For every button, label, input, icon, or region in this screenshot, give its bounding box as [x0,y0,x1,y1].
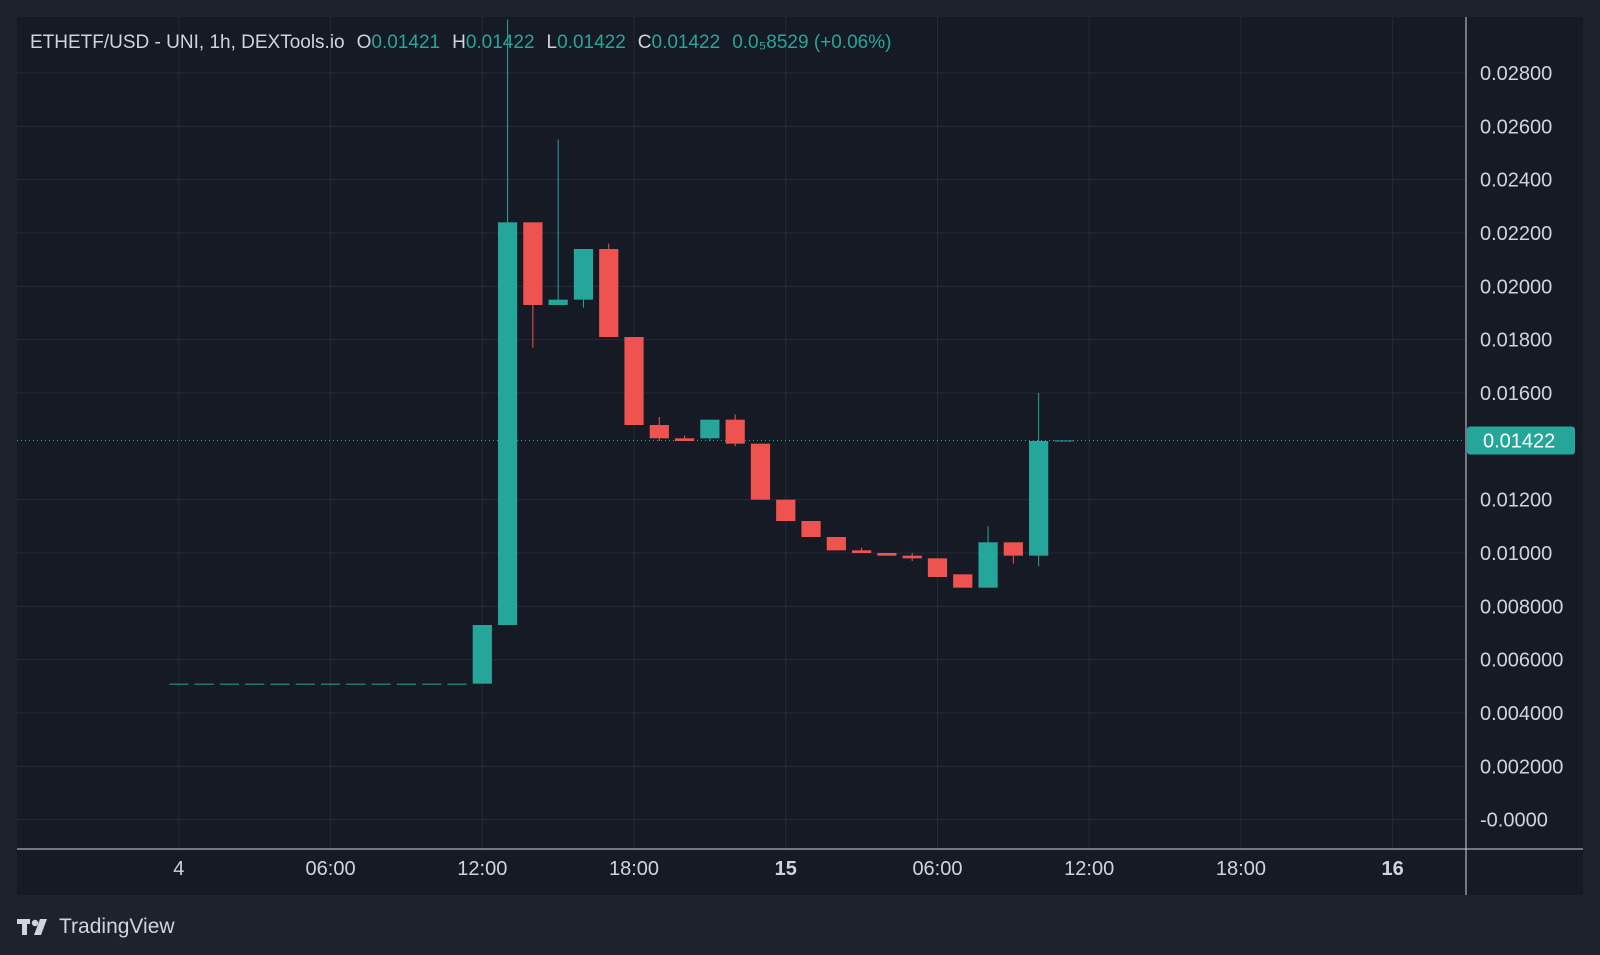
candle-body[interactable] [548,299,568,305]
last-price-label: 0.01422 [1483,430,1555,452]
candle-body[interactable] [245,683,265,685]
candle-body[interactable] [674,438,695,441]
y-tick-label: 0.004000 [1480,703,1563,725]
chart-frame [17,17,1583,895]
candle-body[interactable] [194,683,214,685]
tradingview-brand[interactable]: TradingView [59,915,175,938]
x-tick-label: 06:00 [912,858,962,880]
candle-body[interactable] [599,249,619,337]
change-value: 0.0₅8529 (+0.06%) [732,32,892,53]
candle-body[interactable] [320,683,341,685]
candle-body[interactable] [649,425,669,439]
candle-body[interactable] [801,521,821,537]
low-label: L [546,32,558,53]
x-tick-label: 18:00 [1216,858,1266,880]
x-tick-label: 12:00 [457,858,507,880]
candle-body[interactable] [953,574,973,588]
x-tick-label: 4 [173,858,184,880]
candle-body[interactable] [472,625,492,684]
candle-body[interactable] [826,537,846,551]
candle-body[interactable] [852,550,872,553]
y-tick-label: 0.01200 [1480,490,1552,512]
candle-body[interactable] [877,553,897,556]
x-tick-label: 12:00 [1064,858,1114,880]
last-price-tag [1467,426,1575,455]
candle-body[interactable] [1054,440,1074,442]
footer: TradingView [17,912,175,942]
close-label: C [637,32,652,53]
symbol-title: ETHETF/USD - UNI, 1h, DEXTools.io [30,32,345,53]
x-tick-label: 18:00 [609,858,659,880]
y-tick-label: 0.02200 [1480,223,1552,245]
candle-body[interactable] [927,558,948,577]
ohlc-legend: ETHETF/USD - UNI, 1h, DEXTools.io O 0.01… [30,31,891,55]
y-tick-label: 0.02400 [1480,170,1552,192]
candle-body[interactable] [1029,441,1049,556]
high-value: 0.01422 [465,32,535,53]
x-tick-label: 16 [1382,858,1404,880]
low-value: 0.01422 [557,32,626,53]
y-tick-label: 0.01800 [1480,330,1552,352]
candles-group [17,19,1466,685]
candle-body[interactable] [750,443,771,500]
candle-body[interactable] [624,337,644,425]
y-tick-label: 0.01000 [1480,543,1552,565]
high-label: H [452,32,466,53]
y-tick-label: 0.02000 [1480,276,1552,298]
close-value: 0.01422 [651,32,721,53]
y-tick-label: 0.006000 [1480,650,1563,672]
candle-body[interactable] [497,222,518,626]
candle-body[interactable] [219,683,240,685]
candle-body[interactable] [169,683,189,685]
candle-body[interactable] [447,683,467,685]
candle-body[interactable] [396,683,417,685]
open-value: 0.01421 [371,32,441,53]
candle-body[interactable] [346,683,366,685]
y-tick-label: 0.02600 [1480,116,1552,138]
x-tick-label: 15 [775,858,797,880]
candle-body[interactable] [978,542,998,588]
candle-body[interactable] [295,683,315,685]
y-tick-label: 0.02800 [1480,63,1552,85]
candle-body[interactable] [422,683,442,685]
candle-body[interactable] [776,499,796,521]
candle-body[interactable] [523,222,543,305]
y-tick-label: 0.01600 [1480,383,1552,405]
candle-body[interactable] [725,419,745,444]
x-tick-label: 06:00 [306,858,356,880]
candle-body[interactable] [700,419,720,439]
y-tick-label: 0.002000 [1480,756,1563,778]
candle-body[interactable] [902,555,922,559]
tradingview-logo-icon[interactable] [17,917,51,937]
candle-body[interactable] [270,683,290,685]
candle-body[interactable] [573,249,594,300]
candle-body[interactable] [371,683,391,685]
y-tick-label: 0.008000 [1480,596,1563,618]
open-label: O [356,32,372,53]
candle-body[interactable] [1003,542,1023,556]
y-tick-label: -0.0000 [1480,810,1548,832]
